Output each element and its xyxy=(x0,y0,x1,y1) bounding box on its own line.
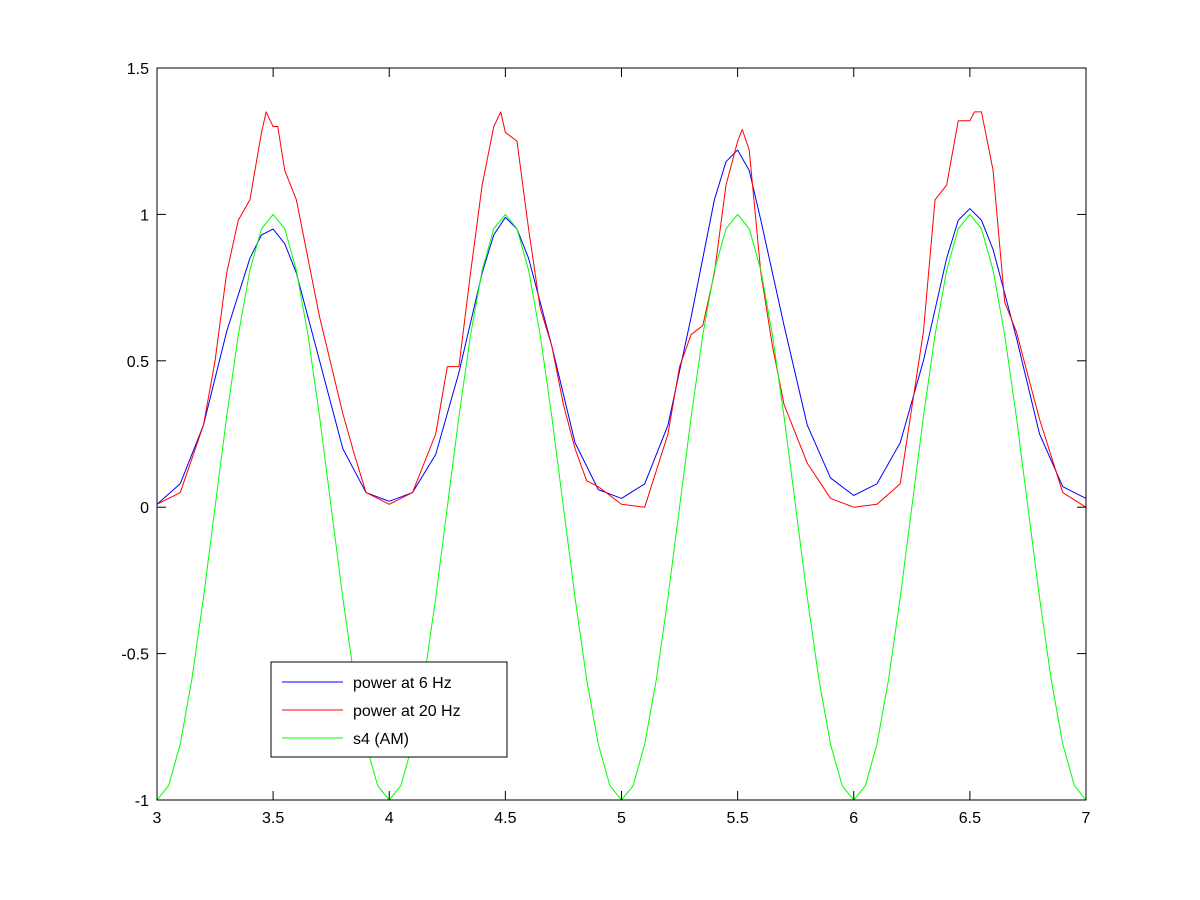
y-tick-label: 1 xyxy=(140,207,149,224)
y-tick-label: 0 xyxy=(140,500,149,517)
y-tick-label: 1.5 xyxy=(127,61,149,78)
legend-label-1: power at 6 Hz xyxy=(353,675,452,692)
x-tick-label: 5 xyxy=(617,810,626,827)
series-line-3 xyxy=(157,213,1086,800)
x-tick-label: 4.5 xyxy=(494,810,516,827)
x-tick-label: 4 xyxy=(385,810,394,827)
series-layer xyxy=(157,111,1086,800)
legend-label-2: power at 20 Hz xyxy=(353,703,461,720)
legend-label-3: s4 (AM) xyxy=(353,731,409,748)
tick-layer: 3 3.5 4 4.5 5 5.5 6 6.5 7 1.5 1 0.5 0 -0.5 -1 xyxy=(121,61,1090,827)
y-tick-label: 0.5 xyxy=(127,354,149,371)
x-tick-label: 7 xyxy=(1082,810,1091,827)
y-tick-label: -0.5 xyxy=(121,647,149,664)
legend: power at 6 Hz power at 20 Hz s4 (AM) xyxy=(270,661,508,758)
x-tick-label: 5.5 xyxy=(727,810,749,827)
x-tick-label: 6 xyxy=(849,810,858,827)
series-line-2 xyxy=(157,111,1086,508)
x-tick-label: 3.5 xyxy=(262,810,284,827)
y-tick-label: -1 xyxy=(135,793,149,810)
x-tick-label: 6.5 xyxy=(959,810,981,827)
x-tick-label: 3 xyxy=(153,810,162,827)
